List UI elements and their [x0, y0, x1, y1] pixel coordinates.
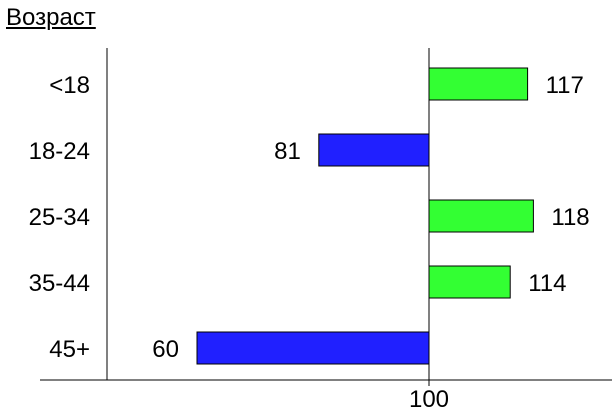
bar-18-24 [318, 133, 430, 167]
bar-35-44 [428, 265, 511, 299]
category-label: 25-34 [29, 204, 90, 231]
category-label: <18 [49, 72, 90, 99]
bar-25-34 [428, 199, 534, 233]
data-label: 114 [528, 270, 566, 297]
data-label: 60 [152, 336, 179, 363]
chart-bars [196, 67, 534, 365]
data-label: 81 [274, 138, 301, 165]
bar-<18 [428, 67, 529, 101]
chart-labels: <18 117 18-24 81 25-34 118 35-44 114 45+ 60 [29, 72, 590, 363]
baseline-tick-label: 100 [409, 386, 449, 412]
category-label: 18-24 [29, 138, 90, 165]
data-label: 117 [546, 72, 584, 99]
bar-45+ [196, 331, 430, 365]
data-label: 118 [551, 204, 589, 231]
chart-title: Возраст [6, 4, 96, 31]
category-label: 45+ [49, 336, 90, 363]
category-label: 35-44 [29, 270, 90, 297]
